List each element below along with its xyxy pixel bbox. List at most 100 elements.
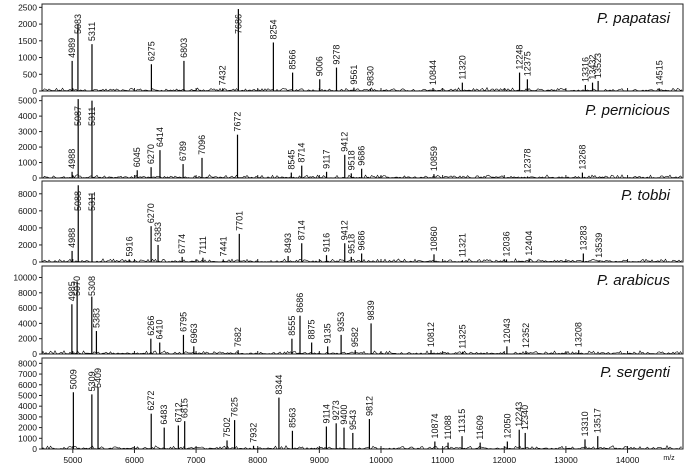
- species-label: P. papatasi: [597, 10, 671, 27]
- y-tick-label: 5000: [18, 96, 37, 106]
- peak-label: 6270: [146, 203, 156, 223]
- peak-label: 7672: [233, 112, 243, 132]
- y-tick-label: 1000: [18, 433, 37, 443]
- peak-label: 12036: [501, 231, 511, 256]
- peak-label: 11088: [443, 415, 453, 439]
- peak-label: 14515: [654, 60, 664, 85]
- y-tick-label: 3000: [18, 127, 37, 137]
- peak-label: 9686: [357, 230, 367, 250]
- x-tick-label: 10000: [369, 455, 393, 465]
- y-tick-label: 8000: [18, 358, 37, 368]
- peak-label: 8714: [297, 220, 307, 240]
- peak-label: 13539: [594, 233, 604, 258]
- y-tick-label: 7000: [18, 369, 37, 379]
- peak-label: 9278: [331, 45, 341, 65]
- peak-label: 7686: [233, 14, 243, 34]
- x-tick-label: 9000: [310, 455, 329, 465]
- peak-label: 6414: [155, 127, 165, 147]
- y-tick-label: 8000: [18, 189, 37, 199]
- y-tick-label: 2000: [18, 142, 37, 152]
- peak-label: 13316: [580, 57, 590, 82]
- y-tick-label: 2000: [18, 240, 37, 250]
- y-tick-label: 2000: [18, 19, 37, 29]
- x-axis-unit-label: m/z: [663, 455, 675, 462]
- peak-label: 12404: [524, 231, 534, 256]
- peak-label: 6275: [146, 41, 156, 61]
- peak-label: 11325: [458, 324, 468, 348]
- baseline-noise: [41, 445, 683, 450]
- peak-label: 13310: [580, 411, 590, 436]
- peak-label: 6774: [177, 234, 187, 254]
- peak-label: 12248: [515, 45, 525, 70]
- peak-label: 6045: [132, 147, 142, 167]
- peak-label: 9114: [321, 404, 331, 423]
- species-label: P. arabicus: [597, 272, 671, 289]
- peak-label: 8686: [295, 293, 305, 313]
- spectrum-panel-1: 0 500 1000 1500 2000 2500 4989 5083 5311 6275 6803…: [18, 2, 684, 96]
- peak-label: 13208: [574, 322, 584, 347]
- peak-label: 11320: [457, 55, 467, 79]
- y-tick-label: 6000: [18, 380, 37, 390]
- peak-label: 7441: [218, 236, 228, 256]
- x-axis: 5000 6000 7000 8000 9000 10000 11000 12000 13000…: [63, 449, 675, 465]
- peak-label: 6803: [179, 38, 189, 58]
- y-tick-label: 8000: [18, 288, 37, 298]
- peak-label: 8875: [307, 319, 317, 339]
- y-tick-label: 6000: [18, 206, 37, 216]
- peak-label: 11321: [457, 233, 467, 257]
- x-tick-label: 8000: [248, 455, 267, 465]
- peak-label: 6963: [189, 323, 199, 343]
- peak-label: 13517: [593, 408, 603, 433]
- peak-label: 5309: [87, 371, 97, 391]
- y-tick-label: 2000: [18, 334, 37, 344]
- peak-label: 7432: [218, 65, 228, 85]
- y-tick-label: 0: [32, 86, 37, 96]
- y-tick-label: 1000: [18, 53, 37, 63]
- peak-label: 4985: [67, 281, 77, 301]
- y-tick-label: 10000: [13, 272, 37, 282]
- peak-label: 5311: [87, 192, 97, 211]
- peak-label: 8254: [268, 19, 278, 39]
- peak-label: 10860: [429, 226, 439, 251]
- y-tick-label: 4000: [18, 111, 37, 121]
- peak-label: 9412: [340, 220, 350, 240]
- baseline-noise: [41, 87, 683, 92]
- peak-label: 12043: [502, 318, 512, 343]
- peak-label: 9518: [346, 150, 356, 170]
- y-tick-label: 1500: [18, 36, 37, 46]
- y-tick-label: 0: [32, 444, 37, 454]
- peak-label: 4989: [67, 38, 77, 58]
- y-tick-label: 5000: [18, 390, 37, 400]
- peak-label: 9518: [346, 234, 356, 254]
- panel-frame: [41, 265, 684, 355]
- y-tick-label: 0: [32, 173, 37, 183]
- y-tick-label: 2500: [18, 2, 37, 12]
- peak-label: 8344: [274, 375, 284, 395]
- peak-label: 9543: [348, 410, 358, 430]
- peak-label: 5383: [91, 308, 101, 328]
- peak-label: 6789: [178, 141, 188, 161]
- peak-label: 9116: [322, 233, 332, 252]
- peak-label: 7625: [230, 397, 240, 417]
- panel-frame: [41, 3, 684, 92]
- y-tick-label: 0: [32, 257, 37, 267]
- spectrum-panel-2: 0 1000 2000 3000 4000 5000 4988 5087 5311 6045 627…: [18, 95, 684, 183]
- peak-label: 8566: [288, 50, 298, 70]
- peak-label: 8493: [283, 233, 293, 253]
- peak-label: 6383: [153, 222, 163, 242]
- y-tick-label: 4000: [18, 401, 37, 411]
- peak-label: 5083: [73, 14, 83, 34]
- peak-label: 12050: [502, 413, 512, 438]
- y-tick-label: 2000: [18, 423, 37, 433]
- peak-label: 6272: [146, 391, 156, 411]
- peak-label: 9830: [366, 66, 376, 86]
- peak-label: 12352: [521, 323, 531, 348]
- peak-label: 13283: [578, 225, 588, 250]
- y-tick-label: 4000: [18, 318, 37, 328]
- peak-label: 9135: [323, 323, 333, 343]
- y-tick-label: 4000: [18, 223, 37, 233]
- x-tick-label: 5000: [63, 455, 82, 465]
- peak-label: 9353: [336, 312, 346, 332]
